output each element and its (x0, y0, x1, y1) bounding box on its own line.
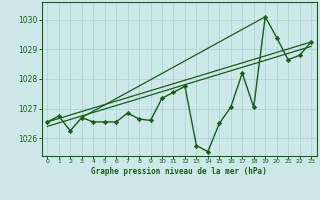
X-axis label: Graphe pression niveau de la mer (hPa): Graphe pression niveau de la mer (hPa) (91, 167, 267, 176)
